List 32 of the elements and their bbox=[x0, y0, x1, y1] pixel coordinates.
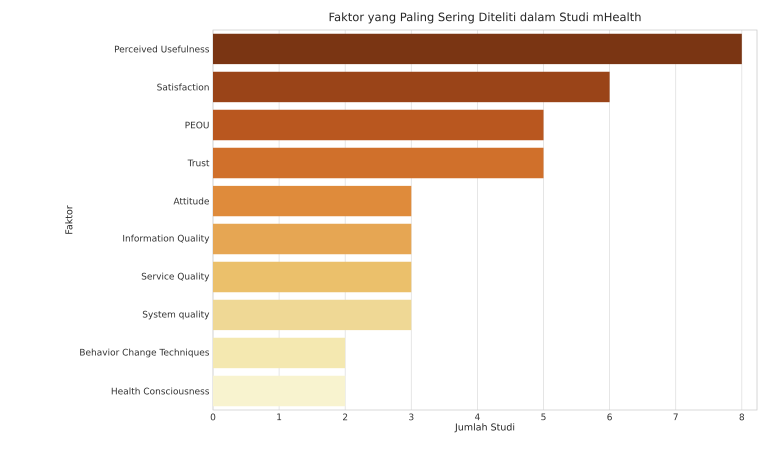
x-tick-label: 8 bbox=[740, 414, 744, 420]
bar bbox=[213, 34, 742, 64]
bar bbox=[213, 72, 610, 102]
y-tick-label: Perceived Usefulness bbox=[114, 46, 210, 52]
bar bbox=[213, 262, 412, 292]
y-tick-label: Attitude bbox=[173, 198, 210, 204]
x-tick-label: 1 bbox=[277, 414, 282, 420]
bar bbox=[213, 148, 544, 178]
chart-title: Faktor yang Paling Sering Diteliti dalam Studi mHealth bbox=[330, 12, 641, 24]
y-tick-label: Satisfaction bbox=[157, 84, 209, 90]
bar bbox=[213, 186, 412, 216]
y-axis-title: Faktor bbox=[65, 205, 72, 234]
y-tick-label: Behavior Change Techniques bbox=[80, 348, 210, 358]
x-tick-label: 7 bbox=[674, 414, 678, 420]
x-tick-label: 3 bbox=[409, 414, 414, 420]
x-tick-label: 5 bbox=[541, 414, 546, 420]
bar bbox=[213, 300, 412, 330]
y-tick-label: Service Quality bbox=[142, 272, 210, 282]
x-tick-label: 6 bbox=[607, 414, 612, 420]
x-tick-label: 0 bbox=[210, 414, 216, 420]
y-tick-label: System quality bbox=[142, 310, 210, 320]
bar bbox=[213, 376, 346, 406]
y-tick-label: Information Quality bbox=[123, 234, 210, 244]
bar bbox=[213, 338, 346, 368]
x-tick-label: 2 bbox=[342, 414, 348, 420]
x-tick-label: 4 bbox=[474, 414, 480, 420]
bar bbox=[213, 224, 412, 254]
x-axis-title: Jumlah Studi bbox=[454, 423, 514, 432]
bar bbox=[213, 110, 544, 140]
y-tick-label: PEOU bbox=[186, 122, 209, 128]
y-tick-label: Trust bbox=[188, 160, 210, 166]
y-tick-label: Health Consciousness bbox=[112, 388, 210, 394]
